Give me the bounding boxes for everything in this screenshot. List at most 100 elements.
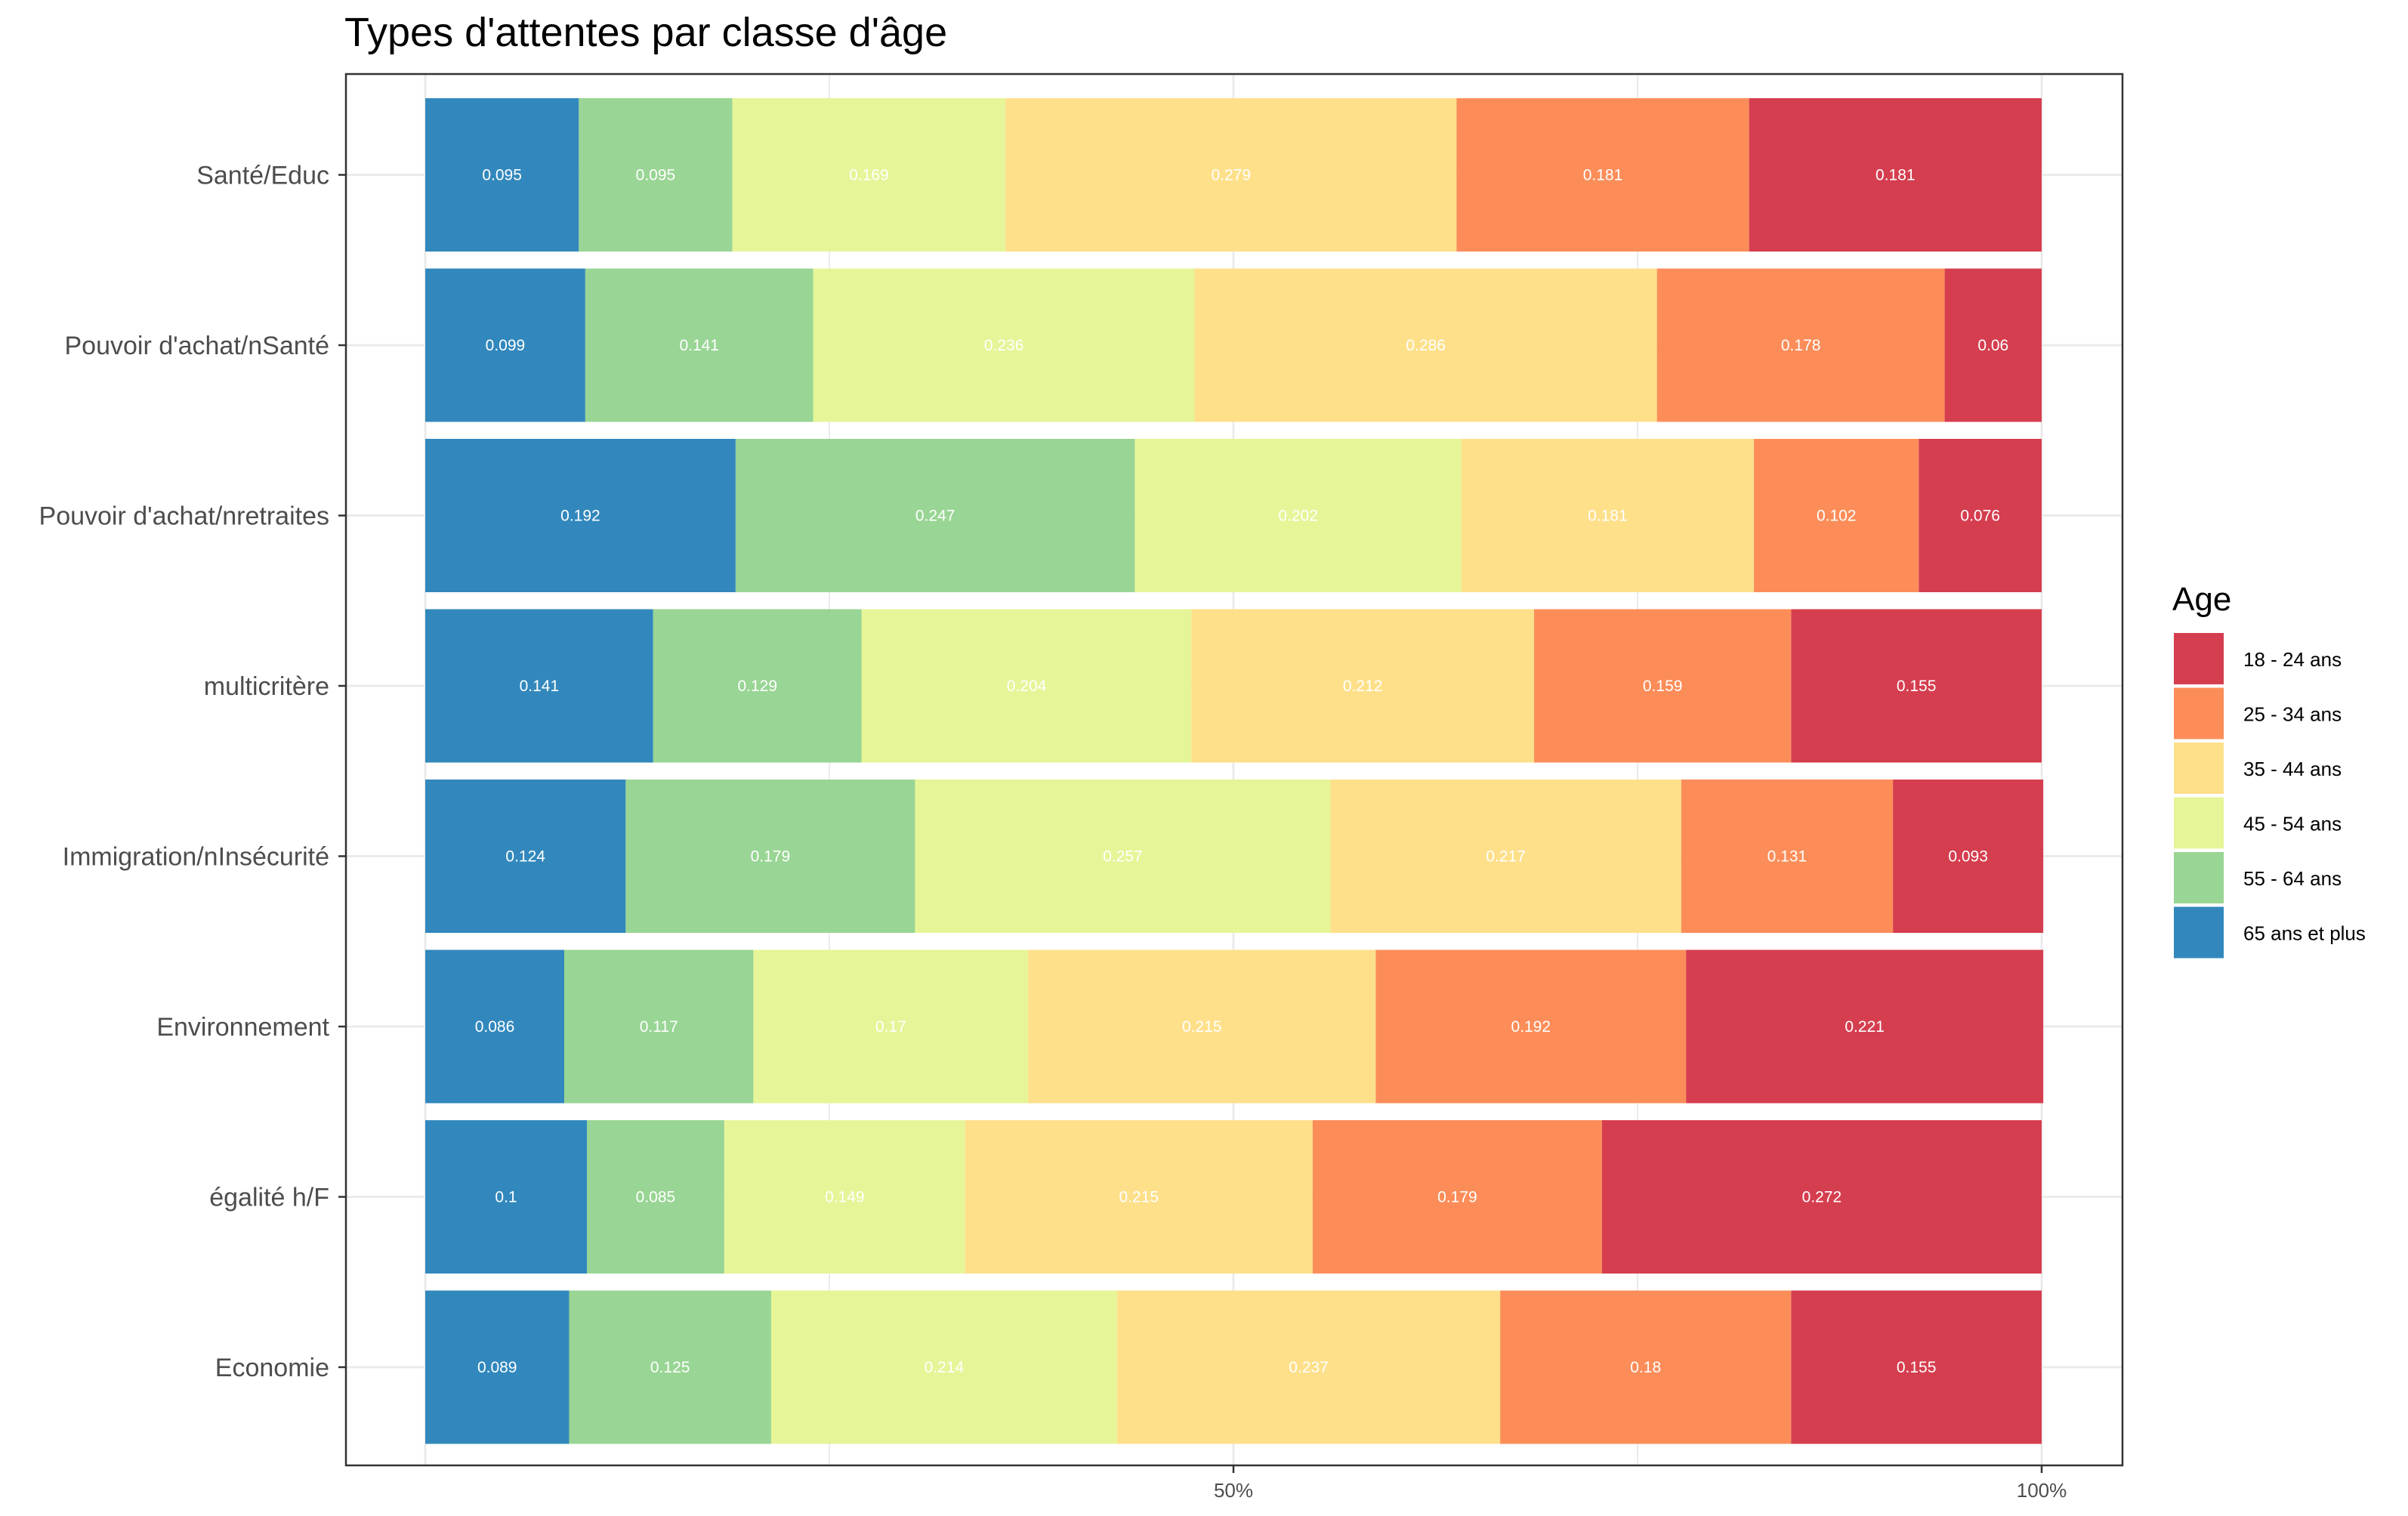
data-label: 0.06 — [1977, 337, 2008, 354]
data-label: 0.214 — [925, 1359, 965, 1376]
bar-segment-25-34-ans — [1656, 268, 1945, 422]
data-label: 0.286 — [1406, 337, 1446, 354]
bar-segment-45-54-ans — [1135, 439, 1462, 592]
bar-segment-45-54-ans — [732, 98, 1006, 252]
data-label: 0.169 — [849, 167, 889, 184]
data-label: 0.159 — [1643, 678, 1683, 695]
bar-segment-35-44-ans — [1116, 1290, 1501, 1444]
data-label: 0.192 — [560, 508, 600, 525]
bar-segment-55-64-ans — [564, 949, 754, 1104]
data-label: 0.095 — [482, 167, 522, 184]
bar-segment-35-44-ans — [1191, 609, 1535, 763]
data-label: 0.129 — [737, 678, 777, 695]
bar-segment-55-64-ans — [579, 98, 733, 252]
bar-segment-45-54-ans — [724, 1120, 965, 1274]
legend-swatch-35-44-ans — [2174, 743, 2224, 794]
bar-segment-18-24-ans — [1686, 949, 2044, 1104]
category-label: Economie — [215, 1354, 329, 1382]
legend-label: 35 - 44 ans — [2243, 758, 2342, 780]
legend-swatch-55-64-ans — [2174, 852, 2224, 903]
bar-segment-55-64-ans — [585, 268, 813, 422]
data-label: 0.178 — [1781, 337, 1821, 354]
data-label: 0.155 — [1897, 1359, 1937, 1376]
data-label: 0.117 — [640, 1018, 678, 1036]
bar-segment-55-64-ans — [569, 1290, 771, 1444]
bar-segment-25-34-ans — [1456, 98, 1749, 252]
bar-segment-18-24-ans — [1749, 98, 2042, 252]
bar-segment-45-54-ans — [770, 1290, 1117, 1444]
legend-label: 25 - 34 ans — [2243, 703, 2342, 726]
data-label: 0.141 — [679, 337, 719, 354]
data-label: 0.221 — [1845, 1018, 1885, 1036]
bar-segment-35-44-ans — [1330, 780, 1681, 933]
legend-swatch-45-54-ans — [2174, 797, 2224, 849]
data-label: 0.181 — [1588, 508, 1628, 525]
data-label: 0.192 — [1511, 1018, 1551, 1036]
bar-layer — [425, 98, 2044, 1444]
bar-segment-65-ans-et-plus — [425, 439, 736, 592]
data-label: 0.1 — [495, 1189, 517, 1206]
bar-segment-35-44-ans — [965, 1120, 1313, 1274]
bar-segment-25-34-ans — [1500, 1290, 1792, 1444]
bar-segment-25-34-ans — [1534, 609, 1792, 763]
bar-segment-45-54-ans — [753, 949, 1029, 1104]
bar-segment-45-54-ans — [813, 268, 1195, 422]
legend-swatch-18-24-ans — [2174, 633, 2224, 684]
bar-segment-55-64-ans — [625, 780, 915, 933]
data-label: 0.086 — [475, 1018, 515, 1036]
bar-segment-65-ans-et-plus — [425, 268, 585, 422]
bar-segment-18-24-ans — [1791, 609, 2042, 763]
bar-segment-25-34-ans — [1312, 1120, 1602, 1274]
data-label: 0.124 — [505, 848, 545, 866]
category-label: Pouvoir d'achat/nSanté — [64, 332, 329, 360]
legend-label: 45 - 54 ans — [2243, 813, 2342, 835]
data-label: 0.089 — [477, 1359, 517, 1376]
data-label: 0.204 — [1007, 678, 1047, 695]
bar-segment-65-ans-et-plus — [425, 609, 653, 763]
data-label: 0.155 — [1897, 678, 1937, 695]
bar-segment-65-ans-et-plus — [425, 949, 565, 1104]
data-label: 0.212 — [1343, 678, 1383, 695]
data-label: 0.247 — [915, 508, 955, 525]
bar-segment-35-44-ans — [1194, 268, 1657, 422]
data-label: 0.085 — [636, 1189, 676, 1206]
axis-layer: Santé/Educ Pouvoir d'achat/nSanté Pouvoir … — [39, 162, 2067, 1502]
bar-segment-55-64-ans — [735, 439, 1135, 592]
data-label: 0.179 — [1437, 1189, 1477, 1206]
bar-segment-35-44-ans — [1461, 439, 1755, 592]
data-label: 0.181 — [1875, 167, 1916, 184]
bar-segment-65-ans-et-plus — [425, 1290, 570, 1444]
data-label: 0.093 — [1948, 848, 1988, 866]
legend-label: 55 - 64 ans — [2243, 867, 2342, 890]
bar-segment-18-24-ans — [1791, 1290, 2042, 1444]
data-label: 0.202 — [1278, 508, 1318, 525]
data-label: 0.257 — [1103, 848, 1143, 866]
x-tick-label: 100% — [2017, 1479, 2067, 1502]
bar-segment-65-ans-et-plus — [425, 98, 579, 252]
legend-swatch-25-34-ans — [2174, 687, 2224, 739]
data-label: 0.131 — [1767, 848, 1808, 866]
data-label: 0.236 — [984, 337, 1024, 354]
bar-segment-25-34-ans — [1681, 780, 1894, 933]
legend-label: 65 ans et plus — [2243, 922, 2366, 945]
legend-swatch-65-ans-et-plus — [2174, 906, 2224, 959]
data-label: 0.125 — [650, 1359, 690, 1376]
data-label: 0.18 — [1630, 1359, 1661, 1376]
bar-segment-55-64-ans — [587, 1120, 724, 1274]
category-label: Pouvoir d'achat/nretraites — [39, 502, 329, 531]
data-label: 0.217 — [1486, 848, 1526, 866]
bar-segment-35-44-ans — [1028, 949, 1376, 1104]
category-label: Immigration/nInsécurité — [63, 843, 329, 872]
bar-segment-18-24-ans — [1893, 780, 2044, 933]
data-label: 0.181 — [1583, 167, 1623, 184]
bar-segment-55-64-ans — [653, 609, 862, 763]
bar-segment-25-34-ans — [1754, 439, 1919, 592]
bar-segment-65-ans-et-plus — [425, 1120, 587, 1274]
bar-segment-65-ans-et-plus — [425, 780, 626, 933]
bar-segment-25-34-ans — [1375, 949, 1687, 1104]
category-label: Environnement — [156, 1013, 329, 1042]
data-label: 0.215 — [1119, 1189, 1159, 1206]
value-label-layer: 0.095 0.095 0.169 0.279 0.181 0.181 0.099 0.141… — [475, 167, 2008, 1377]
data-label: 0.095 — [636, 167, 676, 184]
